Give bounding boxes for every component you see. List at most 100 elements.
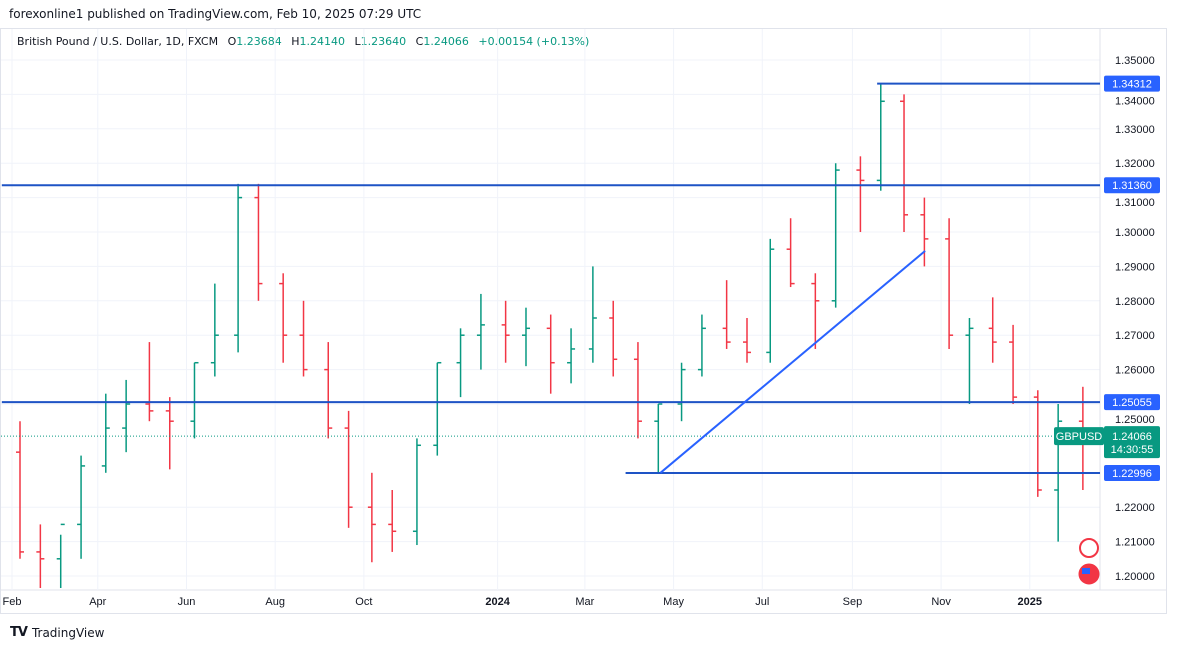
ohlc-bar bbox=[609, 300, 618, 377]
y-tick-label: 1.27000 bbox=[1115, 330, 1155, 342]
ohlc-bar bbox=[190, 361, 199, 439]
x-tick-label: Jul bbox=[755, 596, 769, 608]
ohlc-bar bbox=[677, 362, 686, 422]
ohlc-bar bbox=[254, 183, 263, 301]
uk-flag-icon bbox=[1079, 538, 1099, 558]
ohlc-bar bbox=[279, 273, 288, 363]
ohlc-bar bbox=[722, 280, 731, 349]
ohlc-bar bbox=[1009, 324, 1018, 404]
low-value: 1.23640 bbox=[360, 35, 407, 48]
open-value: 1.23684 bbox=[236, 35, 282, 48]
ohlc-bar bbox=[501, 300, 510, 363]
close-label: C bbox=[415, 35, 424, 48]
ohlc-bar bbox=[16, 421, 24, 559]
ohlc-high: H1.24140 bbox=[291, 35, 345, 48]
x-tick-label: Mar bbox=[575, 596, 594, 608]
x-tick-label: Apr bbox=[89, 596, 106, 608]
ohlc-bar bbox=[101, 393, 110, 473]
symbol-badge bbox=[1054, 427, 1104, 446]
x-tick-label: Sep bbox=[843, 596, 863, 608]
ohlc-bar bbox=[831, 163, 840, 308]
ohlc-bar bbox=[165, 397, 174, 470]
ohlc-bar bbox=[856, 156, 865, 232]
ohlc-bar bbox=[766, 238, 775, 363]
price-change: +0.00154 (+0.13%) bbox=[478, 35, 590, 48]
x-tick-label: Feb bbox=[3, 596, 22, 608]
price-label-badge bbox=[1104, 177, 1160, 194]
y-tick-label: 1.20000 bbox=[1115, 571, 1155, 583]
tradingview-footer: TV TradingView bbox=[10, 625, 104, 640]
ohlc-bar bbox=[344, 410, 353, 528]
symbol-name: British Pound / U.S. Dollar, 1D, FXCM bbox=[17, 35, 219, 48]
y-tick-label: 1.32000 bbox=[1115, 158, 1155, 170]
y-tick-label: 1.26000 bbox=[1115, 365, 1155, 377]
ohlc-bar bbox=[145, 342, 154, 422]
ohlc-bar bbox=[1033, 390, 1042, 497]
y-tick-label: 1.33000 bbox=[1115, 124, 1155, 136]
countdown-text: 14:30:55 bbox=[1111, 444, 1154, 456]
x-tick-label: May bbox=[663, 596, 684, 608]
us-flag-canton-icon bbox=[1082, 568, 1090, 574]
y-tick-label: 1.35000 bbox=[1115, 55, 1155, 67]
price-label-text: 1.25055 bbox=[1112, 397, 1152, 409]
close-value: 1.24066 bbox=[423, 35, 469, 48]
ohlc-bar bbox=[988, 297, 997, 363]
ohlc-bar bbox=[697, 314, 706, 377]
ohlc-bar bbox=[367, 472, 376, 563]
price-label-text: 1.22996 bbox=[1112, 468, 1152, 480]
y-tick-label: 1.29000 bbox=[1115, 261, 1155, 273]
ohlc-bar bbox=[56, 523, 65, 588]
ohlc-bar bbox=[546, 314, 555, 394]
ohlc-bar bbox=[811, 273, 820, 349]
price-label-badge bbox=[1104, 75, 1160, 92]
chart-frame bbox=[0, 28, 1167, 614]
ohlc-bar bbox=[567, 328, 576, 384]
y-tick-label: 1.21000 bbox=[1115, 537, 1155, 549]
ohlc-bar bbox=[876, 84, 885, 191]
ohlc-bar bbox=[456, 328, 465, 398]
ohlc-bar bbox=[588, 266, 597, 363]
ohlc-bar bbox=[388, 490, 397, 552]
ohlc-bar bbox=[945, 218, 954, 349]
ohlc-bar bbox=[633, 342, 642, 439]
high-value: 1.24140 bbox=[299, 35, 346, 48]
tradingview-brand: TradingView bbox=[31, 625, 105, 640]
x-tick-label: 2025 bbox=[1018, 596, 1042, 608]
price-label-badge bbox=[1104, 464, 1160, 481]
low-label: L bbox=[354, 35, 361, 48]
ohlc-bar bbox=[433, 361, 442, 456]
ohlc-bar bbox=[743, 318, 751, 363]
y-tick-label: 1.28000 bbox=[1115, 296, 1155, 308]
ohlc-bar bbox=[920, 197, 929, 267]
ohlc-bar bbox=[324, 342, 333, 439]
last-price-text: 1.24066 bbox=[1112, 431, 1152, 443]
ohlc-bar bbox=[900, 94, 909, 232]
ohlc-low: L1.23640 bbox=[355, 35, 407, 48]
high-label: H bbox=[291, 35, 300, 48]
ohlc-bar bbox=[965, 318, 974, 404]
x-tick-label: Aug bbox=[265, 596, 285, 608]
ohlc-bar bbox=[210, 283, 219, 377]
y-tick-label: 1.34000 bbox=[1115, 96, 1155, 108]
ohlc-close: C1.24066 bbox=[416, 35, 469, 48]
price-label-text: 1.34312 bbox=[1112, 79, 1152, 91]
open-label: O bbox=[227, 35, 237, 48]
ohlc-bar bbox=[36, 524, 45, 588]
x-tick-label: Oct bbox=[355, 596, 372, 608]
ohlc-bar bbox=[412, 438, 421, 546]
ohlc-bar bbox=[476, 293, 485, 370]
x-tick-label: 2024 bbox=[485, 596, 510, 608]
tradingview-logo-icon: TV bbox=[10, 625, 28, 640]
x-tick-label: Jun bbox=[178, 596, 196, 608]
publisher-caption: forexonline1 published on TradingView.co… bbox=[9, 7, 422, 21]
y-tick-label: 1.30000 bbox=[1115, 227, 1155, 239]
price-label-badge bbox=[1104, 394, 1160, 411]
y-tick-label: 1.22000 bbox=[1115, 502, 1155, 514]
last-price-badge bbox=[1104, 426, 1160, 459]
price-label-text: 1.31360 bbox=[1112, 180, 1152, 192]
y-tick-label: 1.31000 bbox=[1115, 197, 1155, 209]
ohlc-bar bbox=[521, 307, 530, 367]
ohlc-bar bbox=[122, 379, 131, 453]
ohlc-bar bbox=[786, 218, 795, 288]
